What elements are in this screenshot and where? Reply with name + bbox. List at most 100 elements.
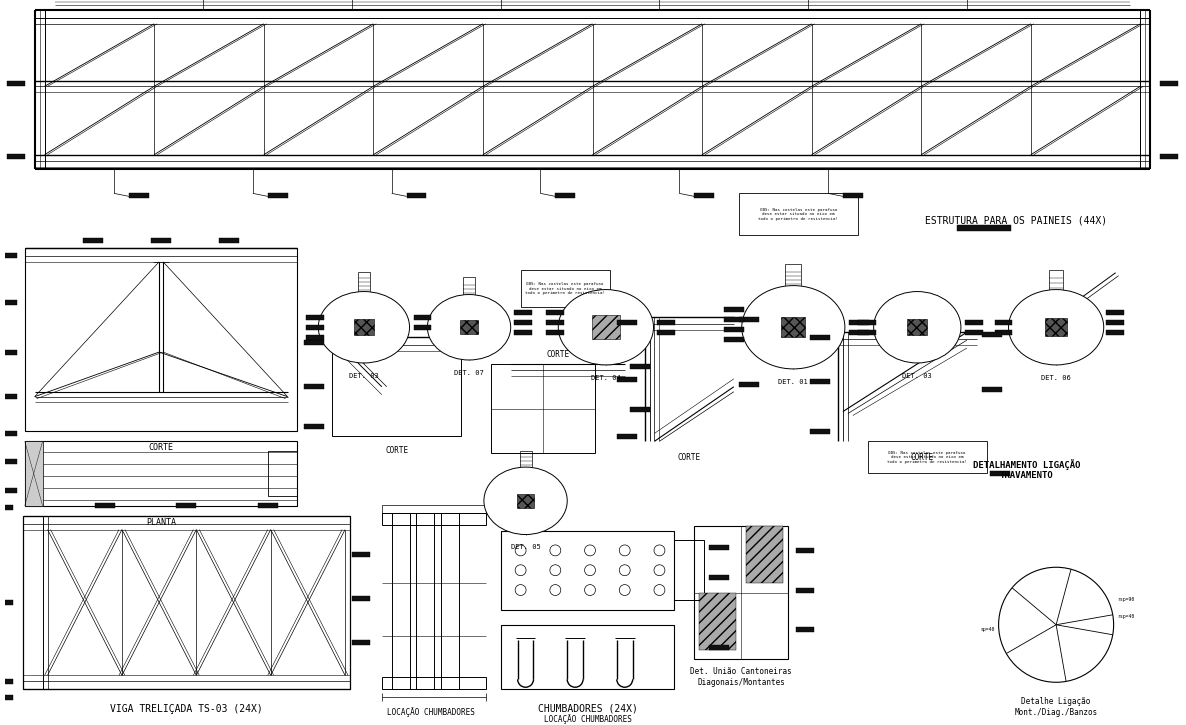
Bar — [305, 384, 324, 389]
Bar — [441, 513, 459, 689]
Text: sp=40: sp=40 — [981, 627, 995, 632]
Bar — [694, 526, 789, 660]
Bar — [785, 264, 802, 286]
Bar — [1105, 330, 1123, 335]
Bar — [849, 320, 868, 325]
Bar — [709, 645, 729, 650]
Bar — [0, 459, 17, 463]
Text: Det. União Cantoneiras
Diagonais/Montantes: Det. União Cantoneiras Diagonais/Montant… — [690, 668, 792, 687]
Bar — [306, 325, 324, 330]
Ellipse shape — [484, 467, 567, 534]
Bar — [810, 429, 830, 434]
Bar — [796, 548, 814, 553]
Bar — [268, 194, 287, 199]
Bar — [694, 194, 714, 199]
Bar — [352, 596, 370, 601]
Bar — [709, 575, 729, 580]
Bar — [868, 442, 987, 473]
Bar — [675, 540, 704, 600]
Bar — [514, 330, 531, 335]
Bar — [519, 451, 531, 467]
Bar — [25, 442, 43, 506]
Bar — [907, 319, 927, 335]
Bar — [746, 526, 784, 583]
Text: CORTE: CORTE — [911, 453, 933, 463]
Bar — [332, 337, 461, 436]
Bar — [259, 502, 279, 507]
Bar — [709, 545, 729, 550]
Bar — [723, 327, 744, 332]
Bar — [352, 552, 370, 557]
Circle shape — [585, 584, 595, 595]
Bar — [1160, 154, 1178, 159]
Text: DETALHAMENTO LIGAÇÃO
TRAVAMENTO: DETALHAMENTO LIGAÇÃO TRAVAMENTO — [973, 459, 1080, 481]
Bar — [810, 379, 830, 384]
Bar — [739, 318, 759, 323]
Circle shape — [653, 545, 665, 556]
Text: DET. 07: DET. 07 — [454, 370, 484, 376]
Circle shape — [550, 565, 561, 576]
Bar — [739, 194, 857, 235]
Text: DET. 01: DET. 01 — [778, 379, 808, 385]
Bar — [305, 424, 324, 429]
Ellipse shape — [741, 286, 844, 369]
Bar — [306, 315, 324, 320]
Text: Detalhe Ligação
Mont./Diag./Banzos: Detalhe Ligação Mont./Diag./Banzos — [1014, 697, 1098, 716]
Bar — [0, 349, 17, 355]
Bar — [129, 194, 148, 199]
Bar — [0, 505, 13, 510]
Bar — [382, 505, 486, 513]
Text: CORTE: CORTE — [547, 350, 569, 359]
Bar — [630, 364, 650, 369]
Circle shape — [515, 545, 527, 556]
Bar — [995, 330, 1013, 335]
Bar — [723, 336, 744, 341]
Bar — [7, 154, 25, 159]
Bar — [353, 319, 374, 335]
Bar — [151, 238, 171, 243]
Bar — [95, 502, 115, 507]
Bar — [0, 489, 17, 494]
Text: CORTE: CORTE — [677, 453, 701, 463]
Text: LOCAÇÃO CHUMBADORES: LOCAÇÃO CHUMBADORES — [388, 707, 476, 717]
Bar — [995, 320, 1013, 325]
Text: DET. 03: DET. 03 — [903, 373, 932, 379]
Bar — [305, 339, 324, 344]
Bar — [0, 253, 17, 258]
Text: OBS: Nas costelas este parafuso
deve estar situado no eixo em
todo o perimetro d: OBS: Nas costelas este parafuso deve est… — [758, 207, 839, 221]
Bar — [0, 695, 13, 700]
Text: CORTE: CORTE — [148, 443, 173, 452]
Bar — [965, 330, 983, 335]
Bar — [414, 325, 432, 330]
Bar — [517, 494, 535, 507]
Bar — [0, 679, 13, 684]
Bar — [547, 330, 565, 335]
Bar — [547, 310, 565, 315]
Bar — [555, 194, 575, 199]
Circle shape — [515, 565, 527, 576]
Bar — [796, 627, 814, 632]
Bar — [547, 320, 565, 325]
Bar — [739, 382, 759, 386]
Circle shape — [653, 584, 665, 595]
Bar — [810, 335, 830, 339]
Bar — [416, 513, 434, 689]
Bar — [723, 307, 744, 312]
Bar — [500, 531, 675, 610]
Text: DET. 05: DET. 05 — [511, 544, 541, 550]
Bar — [0, 394, 17, 399]
Bar — [617, 377, 637, 382]
Ellipse shape — [318, 291, 409, 363]
Bar — [514, 310, 531, 315]
Bar — [857, 330, 875, 335]
Bar — [414, 315, 432, 320]
Bar — [491, 364, 595, 453]
Text: DET. 03: DET. 03 — [349, 373, 378, 379]
Bar — [782, 318, 805, 337]
Bar — [657, 320, 675, 325]
Bar — [857, 320, 875, 325]
Bar — [0, 431, 17, 436]
Ellipse shape — [874, 291, 961, 363]
Bar — [592, 315, 620, 339]
Text: CHUMBADORES (24X): CHUMBADORES (24X) — [537, 703, 638, 713]
